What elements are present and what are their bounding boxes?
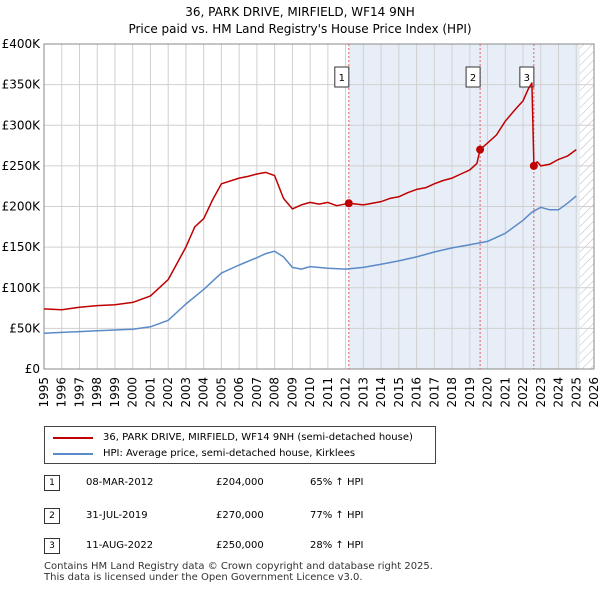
chart-subtitle: Price paid vs. HM Land Registry's House … xyxy=(128,22,471,36)
legend-item-property: 36, PARK DRIVE, MIRFIELD, WF14 9NH (semi… xyxy=(53,432,413,443)
sale-hpi-change: 28% ↑ HPI xyxy=(310,540,364,551)
x-tick-label: 2018 xyxy=(445,377,459,408)
x-tick-label: 2009 xyxy=(285,377,299,408)
legend-label-property: 36, PARK DRIVE, MIRFIELD, WF14 9NH (semi… xyxy=(103,432,413,443)
sale-price: £270,000 xyxy=(216,510,264,521)
sale-price: £250,000 xyxy=(216,540,264,551)
x-tick-label: 2016 xyxy=(410,377,424,408)
footer: Contains HM Land Registry data © Crown c… xyxy=(44,561,433,583)
x-tick-label: 2020 xyxy=(481,377,495,408)
sale-marker-label: 3 xyxy=(524,73,530,84)
x-tick-label: 2006 xyxy=(232,377,246,408)
sale-hpi-change: 77% ↑ HPI xyxy=(310,510,364,521)
sale-point xyxy=(344,199,353,208)
x-tick-label: 2023 xyxy=(534,377,548,408)
series-line xyxy=(43,82,577,311)
x-tick-label: 1995 xyxy=(37,377,51,408)
x-tick-label: 2026 xyxy=(587,377,600,408)
y-tick-label: £150K xyxy=(2,240,42,254)
sale-hpi-change: 65% ↑ HPI xyxy=(310,477,364,488)
price-chart: 36, PARK DRIVE, MIRFIELD, WF14 9NH Price… xyxy=(2,5,600,408)
x-tick-label: 1998 xyxy=(90,377,104,408)
x-tick-label: 2000 xyxy=(126,377,140,408)
x-tick-label: 2003 xyxy=(179,377,193,408)
x-tick-label: 2022 xyxy=(516,377,530,408)
y-tick-label: £400K xyxy=(2,37,42,51)
sale-marker-label: 1 xyxy=(339,73,345,84)
footer-licence: This data is licensed under the Open Gov… xyxy=(44,572,363,583)
sale-marker-box xyxy=(334,66,350,88)
sale-row: 3 11-AUG-2022 £250,000 28% ↑ HPI xyxy=(44,536,444,556)
sale-number-badge: 3 xyxy=(44,538,60,554)
sale-marker-label: 2 xyxy=(470,73,476,84)
y-tick-label: £300K xyxy=(2,118,42,132)
legend-swatch-hpi xyxy=(53,452,93,455)
x-tick-label: 2012 xyxy=(339,377,353,408)
x-tick-label: 2002 xyxy=(161,377,175,408)
x-tick-label: 2021 xyxy=(498,377,512,408)
x-tick-label: 2024 xyxy=(552,377,566,408)
x-tick-label: 1997 xyxy=(72,377,86,408)
x-tick-label: 2005 xyxy=(214,377,228,408)
legend-item-hpi: HPI: Average price, semi-detached house,… xyxy=(53,448,355,459)
sale-price: £204,000 xyxy=(216,477,264,488)
y-tick-label: £0 xyxy=(25,362,40,376)
x-tick-label: 2011 xyxy=(321,377,335,408)
x-tick-label: 2008 xyxy=(268,377,282,408)
sale-date: 11-AUG-2022 xyxy=(86,540,154,551)
sale-point xyxy=(476,145,485,154)
sale-row: 2 31-JUL-2019 £270,000 77% ↑ HPI xyxy=(44,506,444,526)
x-tick-label: 2025 xyxy=(569,377,583,408)
chart-title: 36, PARK DRIVE, MIRFIELD, WF14 9NH xyxy=(185,5,414,19)
x-tick-label: 1996 xyxy=(55,377,69,408)
series-line xyxy=(43,195,577,335)
plot-frame xyxy=(43,43,595,370)
legend-swatch-property xyxy=(53,436,93,439)
x-tick-label: 2017 xyxy=(427,377,441,408)
y-tick-label: £50K xyxy=(9,321,41,335)
x-tick-label: 2014 xyxy=(374,377,388,408)
x-tick-label: 2013 xyxy=(356,377,370,408)
x-tick-label: 1999 xyxy=(108,377,122,408)
sale-point xyxy=(529,161,538,170)
y-tick-label: £100K xyxy=(2,281,42,295)
sale-date: 31-JUL-2019 xyxy=(86,510,148,521)
sale-number-badge: 1 xyxy=(44,475,60,491)
chart-legend: 36, PARK DRIVE, MIRFIELD, WF14 9NH (semi… xyxy=(44,426,436,464)
x-tick-label: 2007 xyxy=(250,377,264,408)
sale-row: 1 08-MAR-2012 £204,000 65% ↑ HPI xyxy=(44,473,444,493)
y-tick-label: £350K xyxy=(2,78,42,92)
sale-number-badge: 2 xyxy=(44,508,60,524)
x-tick-label: 2015 xyxy=(392,377,406,408)
x-tick-label: 2001 xyxy=(143,377,157,408)
sale-date: 08-MAR-2012 xyxy=(86,477,154,488)
x-tick-label: 2010 xyxy=(303,377,317,408)
x-tick-label: 2004 xyxy=(197,377,211,408)
x-tick-label: 2019 xyxy=(463,377,477,408)
legend-label-hpi: HPI: Average price, semi-detached house,… xyxy=(103,448,356,459)
sale-marker-box xyxy=(465,66,481,88)
sale-marker-box xyxy=(519,66,535,88)
y-tick-label: £200K xyxy=(2,200,42,214)
y-tick-label: £250K xyxy=(2,159,42,173)
footer-copyright: Contains HM Land Registry data © Crown c… xyxy=(44,561,433,572)
